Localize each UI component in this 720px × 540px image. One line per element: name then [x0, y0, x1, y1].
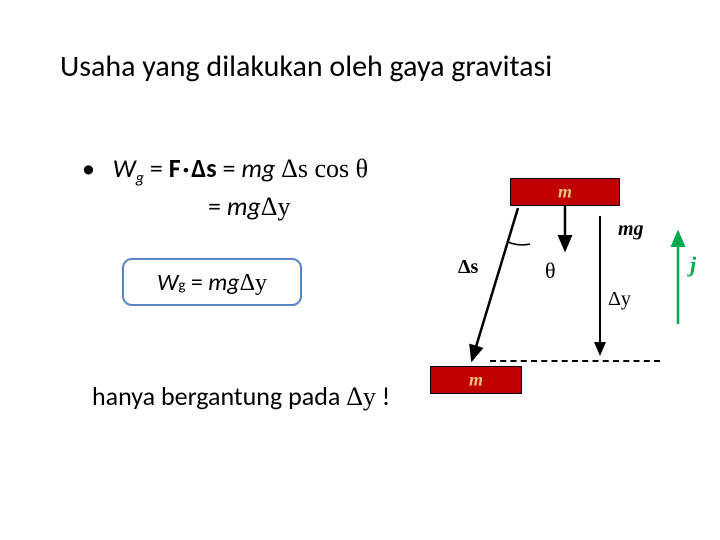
eq-equals-2: = — [217, 152, 242, 184]
eq2-dy: Δy — [261, 192, 291, 221]
eq-ds: Δs — [191, 152, 216, 184]
label-mg: mg — [618, 218, 644, 241]
eq-mg: mg — [241, 152, 275, 184]
block-top: m — [510, 178, 620, 206]
footer-text: hanya bergantung pada Δy ! — [92, 380, 390, 412]
ds-arrow — [472, 208, 518, 360]
eq2-equals: = — [208, 190, 227, 222]
label-theta: θ — [545, 258, 556, 284]
boxed-equation: Wg = mgΔy — [122, 258, 302, 306]
footer-post: ! — [376, 380, 390, 412]
eq-theta: θ — [349, 154, 368, 183]
eq-dot: ● — [181, 163, 192, 176]
eq-F: F — [169, 152, 181, 184]
block-top-label: m — [558, 182, 572, 203]
footer-dy: Δy — [346, 382, 376, 411]
slide-title: Usaha yang dilakukan oleh gaya gravitasi — [60, 48, 552, 85]
eq-dscos: Δs cos — [281, 154, 349, 183]
boxed-dy: Δy — [240, 270, 267, 296]
equation-line-2: = mgΔy — [208, 190, 291, 222]
block-bottom-label: m — [469, 370, 483, 391]
label-ds: Δs — [458, 256, 478, 279]
label-dy: Δy — [608, 288, 631, 311]
bullet: • — [82, 152, 95, 184]
eq-sub-g: g — [136, 169, 144, 188]
eq-equals-1: = — [144, 152, 169, 184]
boxed-W: W — [157, 268, 178, 297]
boxed-mg: mg — [208, 268, 239, 297]
theta-arc — [508, 242, 530, 245]
diagram: m m mg Δs θ Δy j — [430, 160, 690, 410]
eq-W: W — [113, 152, 136, 184]
dashed-line — [490, 360, 660, 362]
block-bottom: m — [430, 366, 522, 394]
boxed-equals: = — [185, 268, 208, 297]
label-j: j — [690, 252, 696, 278]
footer-pre: hanya bergantung pada — [92, 380, 346, 412]
equation-line-1: • Wg = F ● Δs = mg Δs cos θ — [82, 152, 368, 184]
eq2-mg: mg — [227, 190, 261, 222]
